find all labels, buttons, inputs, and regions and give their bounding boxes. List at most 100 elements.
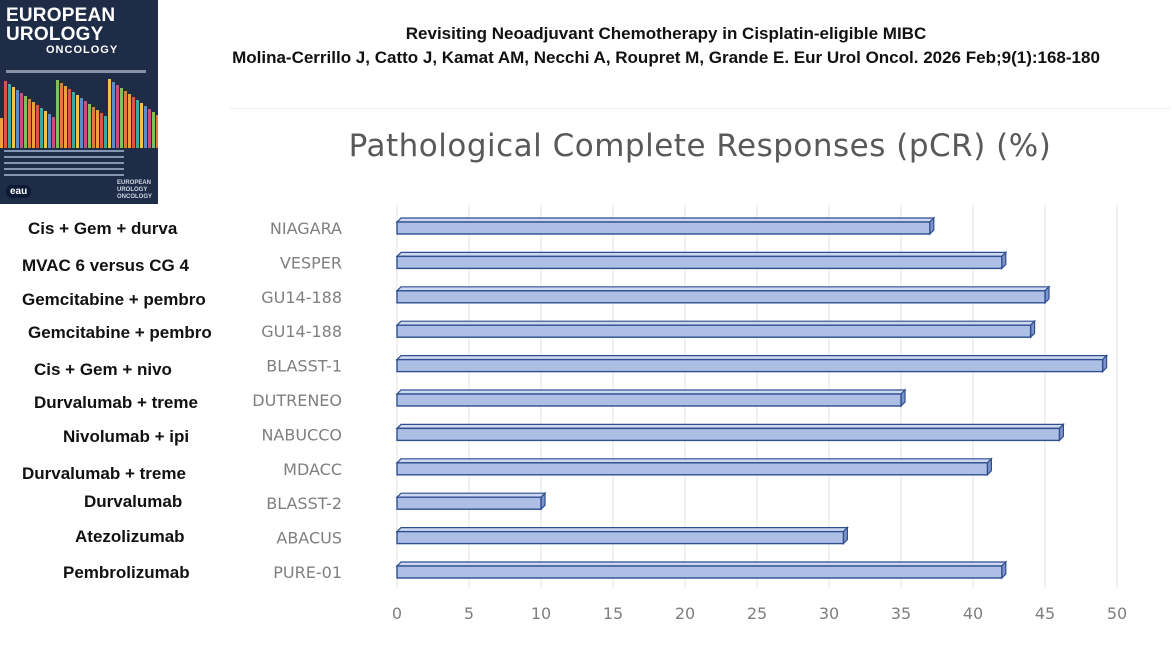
cover-stripe	[80, 98, 83, 148]
cover-stripe	[48, 114, 51, 148]
x-tick-label: 35	[891, 604, 911, 623]
bar-vesper	[396, 255, 1003, 270]
y-category-label: MDACC	[283, 460, 342, 479]
cover-stripe	[52, 117, 55, 148]
cover-footer-line3: ONCOLOGY	[116, 194, 152, 200]
cover-stripe	[16, 90, 19, 148]
drug-label-2: MVAC 6 versus CG 4	[22, 256, 189, 275]
cover-stripe	[44, 111, 47, 148]
cover-stripe	[116, 85, 119, 148]
cover-stripe	[92, 107, 95, 148]
drug-label-5: Cis + Gem + nivo	[34, 360, 172, 379]
cover-stripe	[104, 116, 107, 148]
bar-gu14-188	[396, 324, 1032, 338]
x-tick-label: 30	[819, 604, 839, 623]
chart-title: Pathological Complete Responses (pCR) (%…	[348, 128, 1052, 164]
cover-stripe	[112, 82, 115, 148]
cover-stripe	[100, 113, 103, 148]
y-category-label: NABUCCO	[261, 425, 342, 444]
y-category-label: VESPER	[280, 253, 342, 272]
cover-title-line3: ONCOLOGY	[46, 44, 119, 56]
drug-label-7: Nivolumab + ipi	[63, 427, 190, 446]
drug-label-11: Pembrolizumab	[63, 563, 190, 582]
cover-stripe	[12, 87, 15, 148]
bar-dutreneo	[396, 393, 902, 407]
x-tick-label: 45	[1035, 604, 1055, 623]
cover-stripe	[4, 81, 7, 148]
header-divider	[230, 108, 1170, 109]
cover-stripe	[24, 96, 27, 148]
cover-stripe	[96, 110, 99, 148]
cover-stripe	[136, 100, 139, 148]
drug-label-6: Durvalumab + treme	[34, 393, 198, 412]
cover-title-line1: EUROPEAN	[6, 5, 116, 26]
y-category-label: GU14-188	[261, 288, 342, 307]
drug-label-9: Durvalumab	[84, 492, 183, 511]
drug-label-1: Cis + Gem + durva	[28, 219, 178, 238]
cover-title-line2: UROLOGY	[6, 24, 104, 45]
cover-footer-title: EUROPEAN UROLOGY ONCOLOGY	[117, 180, 152, 201]
x-tick-label: 40	[963, 604, 983, 623]
cover-footer-line1: EUROPEAN	[116, 180, 151, 186]
x-tick-label: 20	[675, 604, 695, 623]
x-tick-label: 25	[747, 604, 767, 623]
cover-stripe	[68, 89, 71, 148]
y-category-label: ABACUS	[276, 529, 342, 548]
cover-issue-strip	[6, 70, 146, 73]
citation: Molina-Cerrillo J, Catto J, Kamat AM, Ne…	[232, 48, 1100, 67]
cover-stripe	[88, 104, 91, 148]
drug-label-3: Gemcitabine + pembro	[22, 290, 206, 309]
cover-stripe	[140, 103, 143, 148]
slide-header: Revisiting Neoadjuvant Chemotherapy in C…	[160, 22, 1172, 70]
drug-label-4: Gemcitabine + pembro	[28, 323, 212, 342]
cover-stripe	[152, 112, 155, 148]
cover-stripe	[0, 118, 3, 148]
slide-title: Revisiting Neoadjuvant Chemotherapy in C…	[405, 24, 927, 43]
cover-stripe	[144, 106, 147, 148]
cover-stripe	[20, 93, 23, 148]
cover-stripe	[156, 115, 158, 148]
cover-eau-logo: eau	[6, 185, 32, 198]
cover-stripe	[56, 80, 59, 148]
x-tick-label: 10	[531, 604, 551, 623]
x-tick-label: 50	[1107, 604, 1127, 623]
cover-artwork	[0, 79, 158, 148]
cover-stripe	[148, 109, 151, 148]
bar-gu14-188	[396, 290, 1046, 304]
bar-abacus	[396, 530, 845, 545]
cover-stripe	[64, 86, 67, 148]
y-category-label: PURE-01	[273, 563, 342, 582]
x-tick-label: 15	[603, 604, 623, 623]
y-category-label: BLASST-1	[266, 357, 342, 376]
bar-blasst-2	[396, 496, 542, 510]
cover-stripe	[132, 97, 135, 148]
journal-cover: EUROPEAN UROLOGY ONCOLOGY eau EUROPEAN U…	[0, 0, 158, 204]
cover-stripe	[120, 88, 123, 148]
cover-footer-line2: UROLOGY	[116, 187, 148, 193]
cover-stripe	[128, 94, 131, 148]
cover-stripe	[72, 92, 75, 148]
y-category-label: BLASST-2	[266, 494, 342, 513]
cover-stripe	[124, 91, 127, 148]
x-tick-label: 5	[464, 604, 474, 623]
cover-stripe	[36, 105, 39, 148]
y-category-label: NIAGARA	[270, 219, 342, 238]
cover-stripe	[108, 79, 111, 148]
y-category-label: GU14-188	[261, 322, 342, 341]
cover-stripe	[60, 83, 63, 148]
cover-stripe	[32, 102, 35, 148]
cover-stripe	[8, 84, 11, 148]
bar-blasst-1	[396, 358, 1104, 373]
cover-stripe	[84, 101, 87, 148]
drug-label-10: Atezolizumab	[75, 527, 185, 546]
cover-highlights	[4, 150, 124, 184]
drug-label-8: Durvalumab + treme	[22, 464, 186, 483]
cover-stripe	[76, 95, 79, 148]
bar-nabucco	[396, 427, 1061, 442]
bar-pure-01	[396, 565, 1003, 579]
cover-stripe	[40, 108, 43, 148]
x-tick-label: 0	[392, 604, 402, 623]
bar-mdacc	[396, 462, 989, 476]
cover-brand: EUROPEAN UROLOGY ONCOLOGY	[6, 6, 118, 57]
